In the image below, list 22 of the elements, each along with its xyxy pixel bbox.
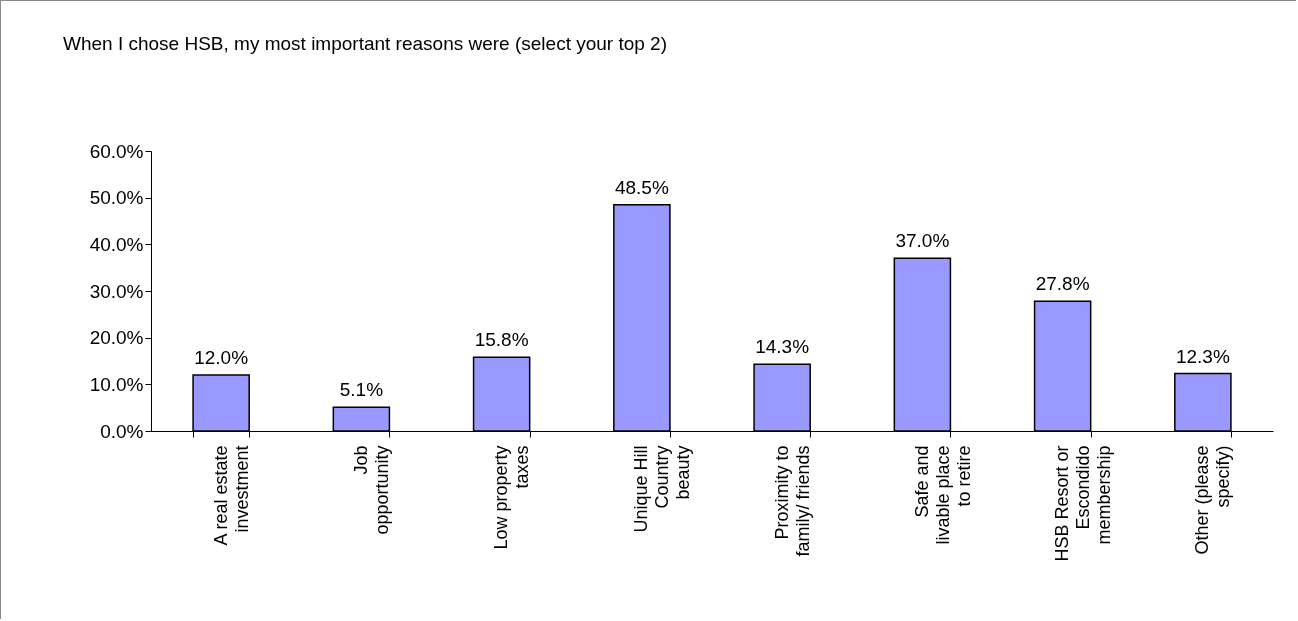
y-tick-label: 30.0% (89, 280, 144, 302)
x-tick-label: Low property taxes (491, 445, 533, 550)
y-tick-label: 0.0% (100, 420, 144, 442)
data-label: 14.3% (755, 336, 810, 358)
data-label: 12.0% (194, 347, 249, 368)
y-tick-label: 40.0% (89, 233, 144, 255)
y-tick-label: 20.0% (89, 327, 144, 349)
x-tick-label: Other (please specify) (1192, 445, 1234, 555)
x-tick-label: Unique Hill Country beauty (631, 445, 694, 533)
x-tick-label: A real estate investment (210, 445, 252, 546)
x-tick-label: Safe and livable place to retire (911, 445, 974, 545)
y-tick-label: 10.0% (89, 373, 144, 395)
data-label: 5.1% (339, 379, 384, 401)
y-tick-label: 50.0% (89, 187, 144, 209)
x-tick-label: Job opportunity (350, 445, 392, 535)
data-label: 15.8% (474, 329, 529, 351)
data-label: 37.0% (895, 230, 950, 252)
data-label: 27.8% (1035, 273, 1090, 295)
data-label: 48.5% (614, 176, 669, 198)
chart-title: When I chose HSB, my most important reasons were (select your top 2) (63, 33, 668, 54)
y-tick-label: 60.0% (89, 140, 144, 162)
data-label: 12.3% (1175, 345, 1230, 367)
